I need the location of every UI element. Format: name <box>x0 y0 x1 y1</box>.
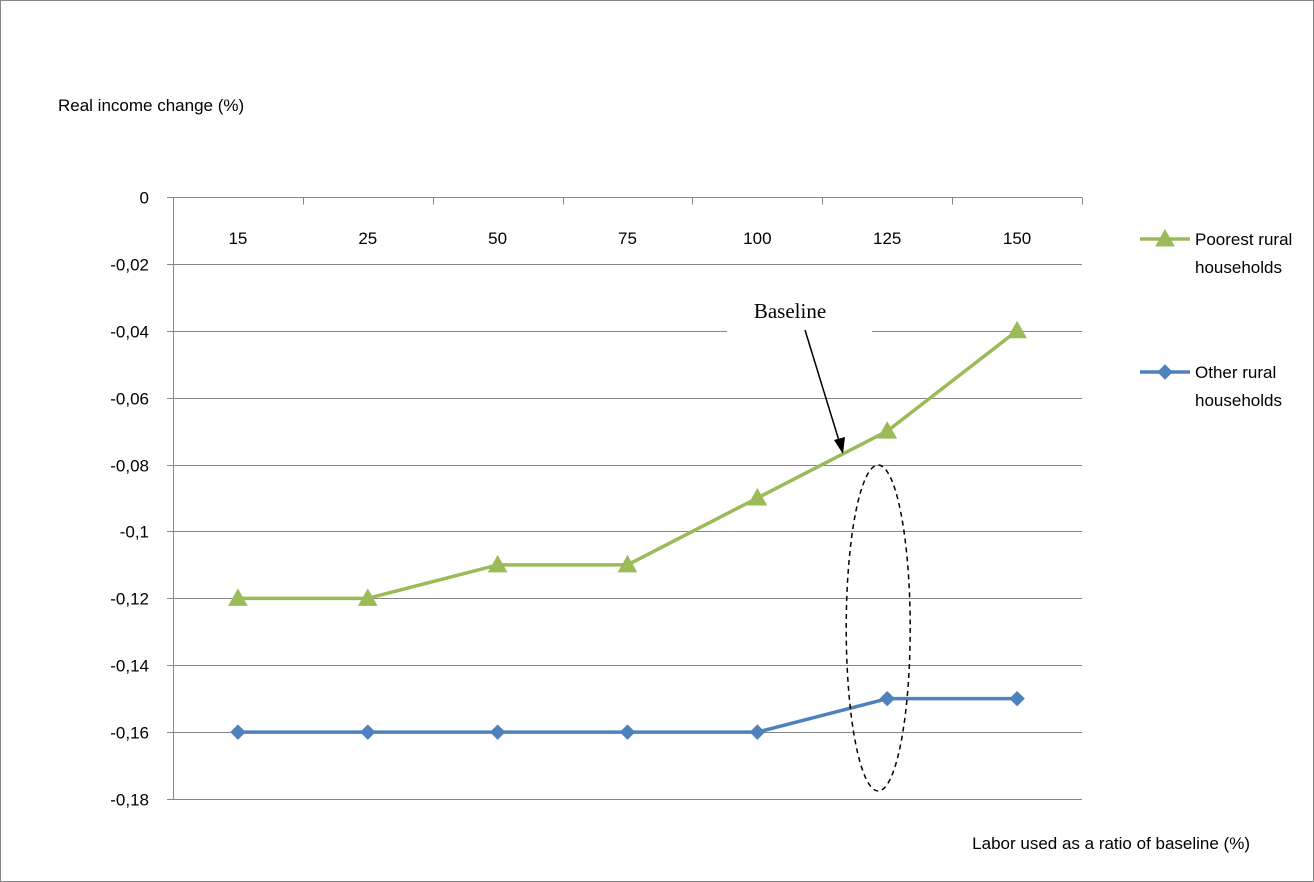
data-point <box>877 421 898 439</box>
x-tick-label: 125 <box>873 229 901 248</box>
data-point <box>360 724 376 740</box>
y-tick-label: -0,16 <box>110 724 149 743</box>
y-tick-label: -0,1 <box>120 523 149 542</box>
data-point <box>230 724 246 740</box>
y-tick-label: -0,06 <box>110 390 149 409</box>
data-point <box>487 554 508 573</box>
x-tick-label: 25 <box>358 229 377 248</box>
data-point <box>619 724 636 740</box>
data-point <box>617 554 638 573</box>
data-point <box>879 690 895 707</box>
annotation-background <box>727 292 872 338</box>
legend: Poorest rural households Other rural househ… <box>1140 228 1292 410</box>
data-point <box>228 588 248 606</box>
data-point <box>357 588 378 606</box>
y-tick-label: -0,12 <box>110 590 149 609</box>
legend-marker-2 <box>1157 364 1173 380</box>
data-point <box>1009 690 1025 707</box>
x-axis-title: Labor used as a ratio of baseline (%) <box>972 834 1250 853</box>
series-lines <box>228 320 1027 740</box>
data-point <box>489 724 506 740</box>
legend-label: households <box>1195 258 1282 277</box>
y-tick-label: -0,02 <box>110 256 149 275</box>
x-tick-label: 100 <box>743 229 771 248</box>
legend-label: Other rural <box>1195 363 1276 382</box>
x-tick-label: 15 <box>228 229 247 248</box>
annotation-arrow <box>804 329 841 445</box>
highlight-ellipse <box>845 464 911 792</box>
legend-marker-1 <box>1155 228 1175 247</box>
y-tick-label: -0,04 <box>110 323 149 342</box>
annotations: Baseline <box>727 292 911 792</box>
y-tick-label: -0,08 <box>110 457 149 476</box>
annotation-arrow-head <box>834 437 845 454</box>
legend-label: Poorest rural <box>1195 230 1292 249</box>
y-tick-label: -0,18 <box>110 791 149 810</box>
data-point <box>749 724 766 740</box>
x-tick-label: 150 <box>1003 229 1031 248</box>
annotation-label: Baseline <box>754 299 826 323</box>
y-tick-label: 0 <box>140 189 149 208</box>
legend-label: households <box>1195 391 1282 410</box>
axes: 0 -0,02 -0,04 -0,06 -0,08 -0,1 -0,12 -0,14 -0,16… <box>110 189 1083 810</box>
y-axis-title: Real income change (%) <box>58 96 244 115</box>
data-point <box>1007 320 1027 339</box>
data-point <box>747 487 768 506</box>
y-tick-label: -0,14 <box>110 657 149 676</box>
x-tick-label: 75 <box>618 229 637 248</box>
x-tick-label: 50 <box>488 229 507 248</box>
